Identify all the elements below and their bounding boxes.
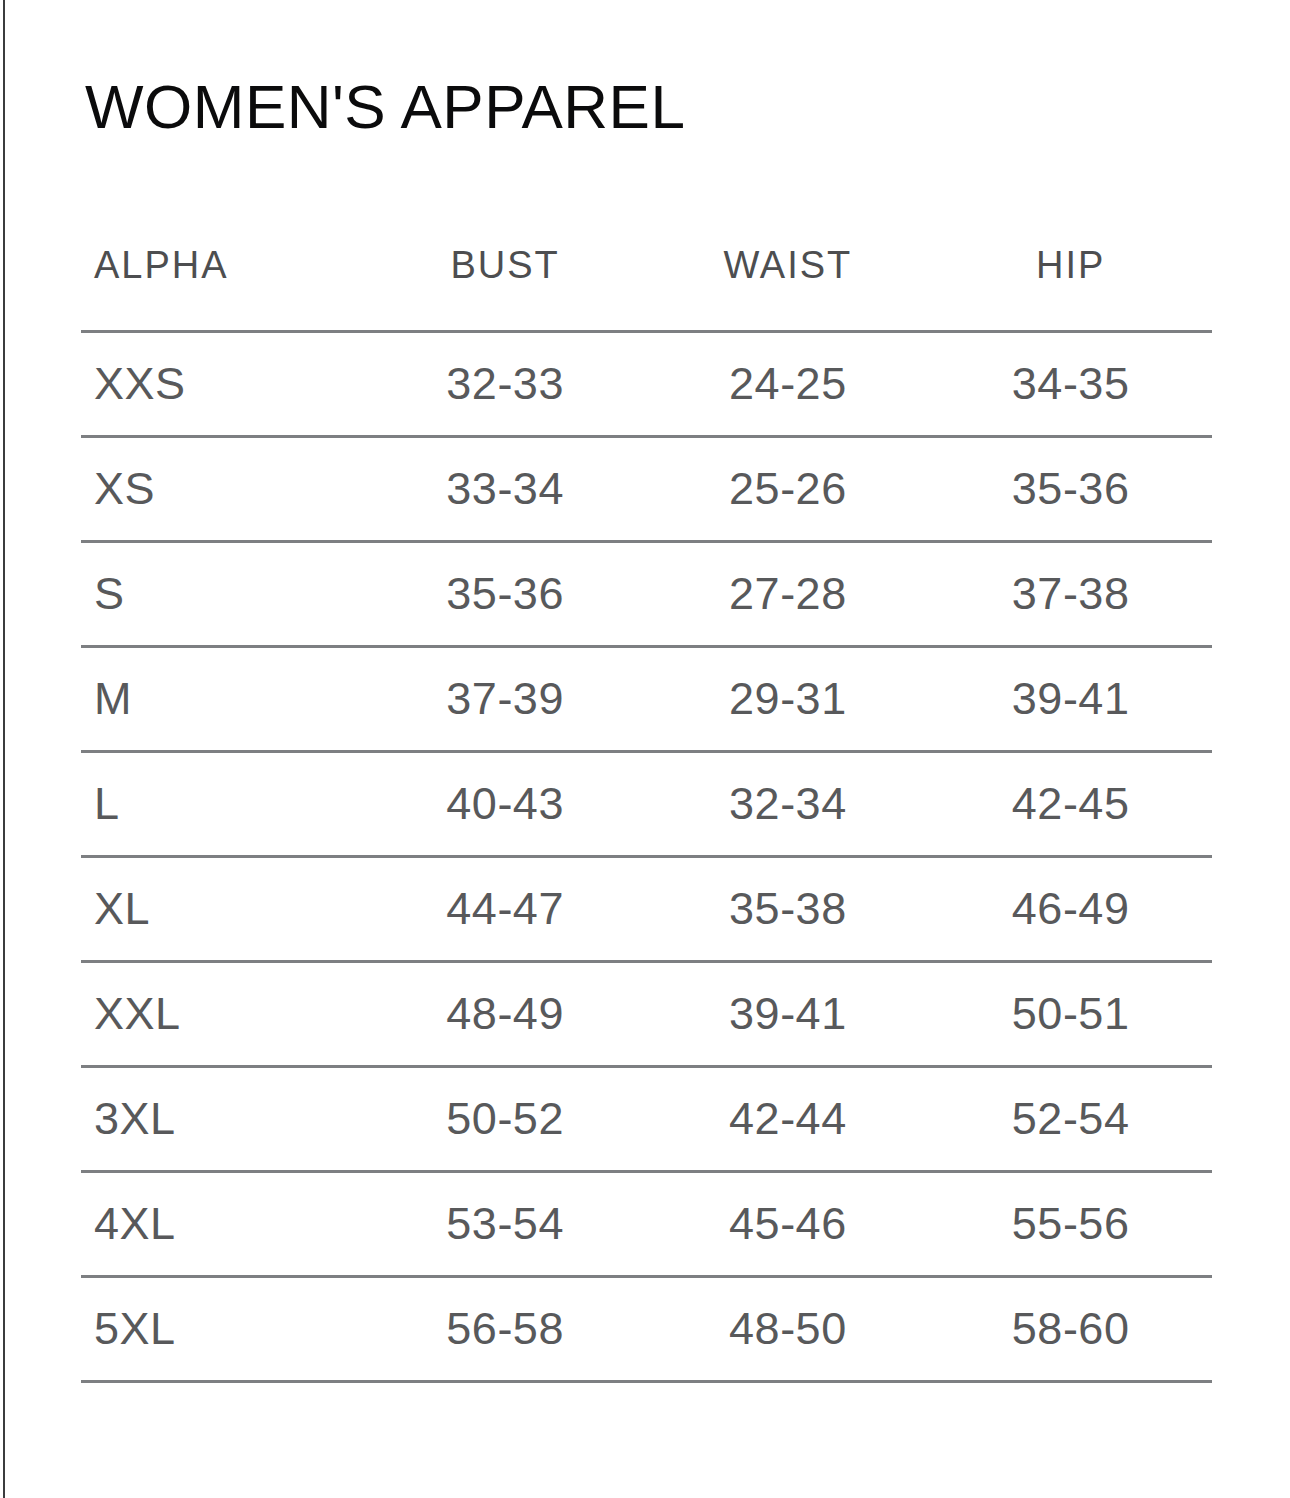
table-row: XS33-3425-2635-36	[81, 437, 1212, 542]
measurement-cell: 42-44	[647, 1067, 930, 1172]
size-label-cell: 3XL	[81, 1067, 364, 1172]
measurement-cell: 32-34	[647, 752, 930, 857]
page-title: WOMEN'S APPAREL	[85, 74, 1212, 140]
measurement-cell: 48-50	[647, 1277, 930, 1382]
measurement-cell: 37-39	[364, 647, 647, 752]
measurement-cell: 24-25	[647, 332, 930, 437]
measurement-cell: 52-54	[929, 1067, 1212, 1172]
table-row: 4XL53-5445-4655-56	[81, 1172, 1212, 1277]
table-row: XXL48-4939-4150-51	[81, 962, 1212, 1067]
measurement-cell: 39-41	[647, 962, 930, 1067]
size-label-cell: L	[81, 752, 364, 857]
table-row: L40-4332-3442-45	[81, 752, 1212, 857]
measurement-cell: 25-26	[647, 437, 930, 542]
measurement-cell: 37-38	[929, 542, 1212, 647]
size-label-cell: XXS	[81, 332, 364, 437]
measurement-cell: 35-36	[364, 542, 647, 647]
column-header-alpha: ALPHA	[81, 244, 364, 332]
column-header-hip: HIP	[929, 244, 1212, 332]
measurement-cell: 42-45	[929, 752, 1212, 857]
size-label-cell: M	[81, 647, 364, 752]
measurement-cell: 50-52	[364, 1067, 647, 1172]
left-edge-border	[3, 0, 5, 1498]
size-label-cell: XL	[81, 857, 364, 962]
measurement-cell: 33-34	[364, 437, 647, 542]
measurement-cell: 53-54	[364, 1172, 647, 1277]
size-table-header-row: ALPHABUSTWAISTHIP	[81, 244, 1212, 332]
size-label-cell: XS	[81, 437, 364, 542]
table-row: 5XL56-5848-5058-60	[81, 1277, 1212, 1382]
table-row: S35-3627-2837-38	[81, 542, 1212, 647]
measurement-cell: 55-56	[929, 1172, 1212, 1277]
size-label-cell: XXL	[81, 962, 364, 1067]
table-row: 3XL50-5242-4452-54	[81, 1067, 1212, 1172]
size-label-cell: 5XL	[81, 1277, 364, 1382]
measurement-cell: 45-46	[647, 1172, 930, 1277]
measurement-cell: 34-35	[929, 332, 1212, 437]
size-label-cell: S	[81, 542, 364, 647]
measurement-cell: 56-58	[364, 1277, 647, 1382]
table-row: XL44-4735-3846-49	[81, 857, 1212, 962]
measurement-cell: 48-49	[364, 962, 647, 1067]
measurement-cell: 29-31	[647, 647, 930, 752]
size-chart-table: ALPHABUSTWAISTHIP XXS32-3324-2534-35XS33…	[81, 244, 1212, 1384]
measurement-cell: 39-41	[929, 647, 1212, 752]
table-row: XXS32-3324-2534-35	[81, 332, 1212, 437]
measurement-cell: 50-51	[929, 962, 1212, 1067]
measurement-cell: 40-43	[364, 752, 647, 857]
measurement-cell: 35-38	[647, 857, 930, 962]
measurement-cell: 44-47	[364, 857, 647, 962]
size-table-head: ALPHABUSTWAISTHIP	[81, 244, 1212, 332]
table-row: M37-3929-3139-41	[81, 647, 1212, 752]
column-header-waist: WAIST	[647, 244, 930, 332]
size-label-cell: 4XL	[81, 1172, 364, 1277]
size-table-body: XXS32-3324-2534-35XS33-3425-2635-36S35-3…	[81, 332, 1212, 1382]
measurement-cell: 35-36	[929, 437, 1212, 542]
column-header-bust: BUST	[364, 244, 647, 332]
measurement-cell: 46-49	[929, 857, 1212, 962]
measurement-cell: 32-33	[364, 332, 647, 437]
size-chart-page: WOMEN'S APPAREL ALPHABUSTWAISTHIP XXS32-…	[0, 0, 1290, 1383]
measurement-cell: 27-28	[647, 542, 930, 647]
measurement-cell: 58-60	[929, 1277, 1212, 1382]
